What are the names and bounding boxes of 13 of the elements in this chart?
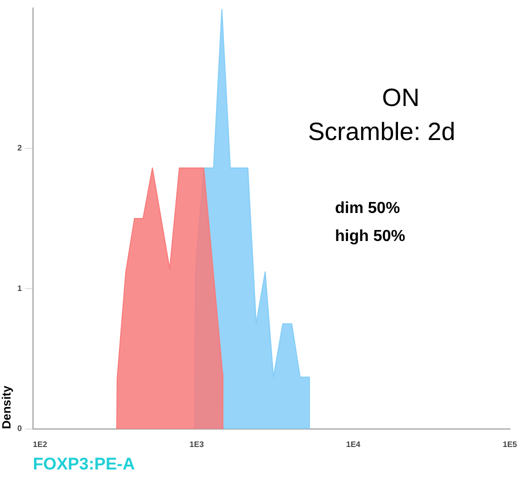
x-tick-label: 1E4: [346, 440, 361, 450]
y-tick-label: 2: [17, 144, 22, 153]
y-tick-label: 0: [17, 424, 22, 434]
annotation: Scramble: 2d: [308, 118, 456, 147]
x-axis-title: FOXP3:PE-A: [32, 454, 135, 474]
y-axis-title: Density: [0, 385, 14, 429]
x-tick-label: 1E2: [32, 440, 48, 450]
y-tick-label: 1: [17, 284, 22, 293]
annotation: dim 50%: [335, 200, 400, 218]
x-tick-label: 1E3: [190, 440, 204, 450]
annotation: ON: [382, 84, 420, 113]
x-tick-label: 1E5: [502, 440, 518, 450]
annotation: high 50%: [335, 228, 406, 246]
